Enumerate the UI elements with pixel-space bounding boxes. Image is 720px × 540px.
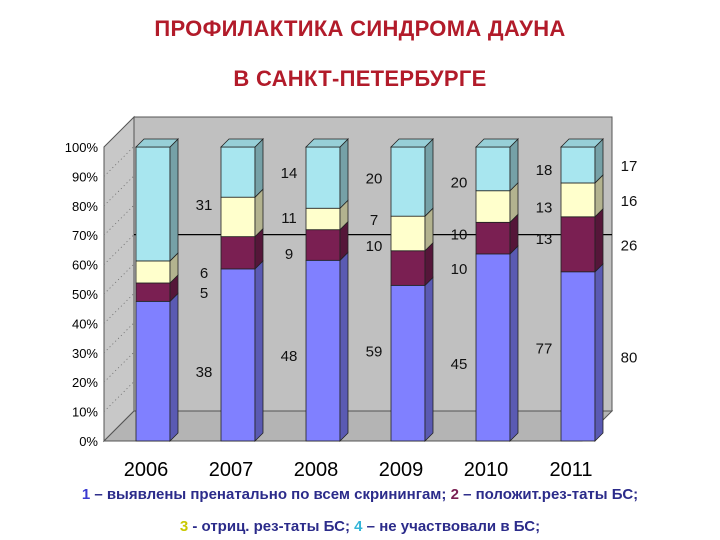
data-label: 26 [621, 237, 638, 254]
bar-side [339, 251, 349, 442]
bar-side [169, 292, 179, 442]
bar-segment [560, 146, 596, 184]
bar-side [594, 207, 604, 273]
bar-side [254, 138, 264, 199]
y-tick-label: 100% [65, 140, 99, 155]
data-label: 20 [366, 171, 383, 188]
data-label: 10 [451, 226, 468, 243]
bar-segment [305, 229, 341, 261]
legend-row-1: 1 – выявлены пренатально по всем скринин… [0, 486, 720, 503]
bar-side [509, 138, 519, 192]
bar-segment [475, 146, 511, 192]
data-label: 45 [451, 356, 468, 373]
data-label: 77 [536, 340, 553, 357]
bar-segment [560, 182, 596, 218]
bar-side [424, 276, 434, 442]
y-tick-label: 10% [72, 405, 98, 420]
chart-title-line-1: ПРОФИЛАКТИКА СИНДРОМА ДАУНА [154, 16, 566, 41]
y-tick-label: 30% [72, 346, 98, 361]
bar-segment [305, 207, 341, 231]
bar-segment [135, 146, 171, 262]
legend-number: 4 [354, 518, 363, 535]
bar-segment [305, 146, 341, 209]
bar-side [169, 138, 179, 262]
bar-segment [390, 146, 426, 217]
bar-segment [560, 271, 596, 442]
bar-top [305, 138, 349, 148]
bar-top [220, 138, 264, 148]
y-tick-label: 70% [72, 228, 98, 243]
x-category-label: 2008 [294, 459, 339, 481]
x-category-label: 2009 [379, 459, 424, 481]
bar-segment [220, 146, 256, 198]
bar-segment [135, 282, 171, 302]
floor [102, 410, 614, 442]
data-label: 16 [621, 193, 638, 210]
bar-side [509, 244, 519, 442]
y-tick-label: 40% [72, 316, 98, 331]
bar-top [390, 138, 434, 148]
legend-number: 3 [179, 518, 189, 535]
back-wall [133, 116, 613, 412]
x-category-label: 2010 [464, 459, 509, 481]
data-label: 7 [370, 212, 378, 229]
data-label: 38 [196, 364, 213, 381]
bar-segment [475, 190, 511, 223]
y-tick-label: 0% [79, 434, 98, 449]
bar-top [135, 138, 179, 148]
data-label: 9 [285, 246, 293, 263]
chart-title-line-2: В САНКТ-ПЕТЕРБУРГЕ [233, 66, 487, 91]
y-tick-label: 50% [72, 287, 98, 302]
legend-number: 2 [450, 486, 459, 503]
data-label: 59 [366, 344, 383, 361]
data-label: 48 [281, 348, 298, 365]
bar-side [339, 138, 349, 210]
x-category-label: 2011 [549, 459, 592, 481]
bar-segment [220, 268, 256, 442]
x-category-label: 2007 [209, 459, 254, 481]
legend-text: – положит.рез-таты БС; [458, 486, 639, 503]
y-tick-label: 90% [72, 169, 98, 184]
y-tick-label: 60% [72, 258, 98, 273]
data-label: 5 [200, 285, 208, 302]
y-tick-label: 80% [72, 199, 98, 214]
data-label: 10 [366, 238, 383, 255]
data-label: 14 [281, 165, 298, 182]
bar-segment [220, 196, 256, 238]
side-wall [103, 115, 135, 443]
data-label: 10 [451, 261, 468, 278]
bar-segment [560, 216, 596, 273]
bar-top [560, 138, 604, 148]
data-label: 18 [536, 162, 553, 179]
bar-segment [135, 300, 171, 442]
bar-segment [305, 259, 341, 442]
bar-side [594, 262, 604, 442]
data-label: 20 [451, 175, 468, 192]
bar-side [424, 138, 434, 218]
legend-number: 1 [81, 486, 91, 503]
bar-segment [220, 236, 256, 270]
legend-text: – выявлены пренатально по всем скрининга… [90, 486, 451, 503]
bar-segment [390, 284, 426, 442]
data-label: 6 [200, 265, 208, 282]
bar-segment [390, 250, 426, 286]
data-label: 31 [196, 197, 213, 214]
bar-segment [475, 253, 511, 442]
legend-row-2: 3 - отриц. рез-таты БС; 4 – не участвова… [0, 518, 720, 535]
y-tick-label: 20% [72, 375, 98, 390]
legend-text: – не участвовали в БС; [362, 518, 541, 535]
data-label: 13 [536, 200, 553, 217]
x-category-label: 2006 [124, 459, 169, 481]
data-label: 13 [536, 231, 553, 248]
bar-segment [390, 215, 426, 252]
bar-side [254, 259, 264, 442]
bar-segment [135, 260, 171, 284]
bar-top [475, 138, 519, 148]
bar-segment [475, 221, 511, 255]
data-label: 11 [281, 210, 297, 227]
legend-text: - отриц. рез-таты БС; [188, 518, 355, 535]
data-label: 17 [621, 158, 638, 175]
data-label: 80 [621, 349, 638, 366]
